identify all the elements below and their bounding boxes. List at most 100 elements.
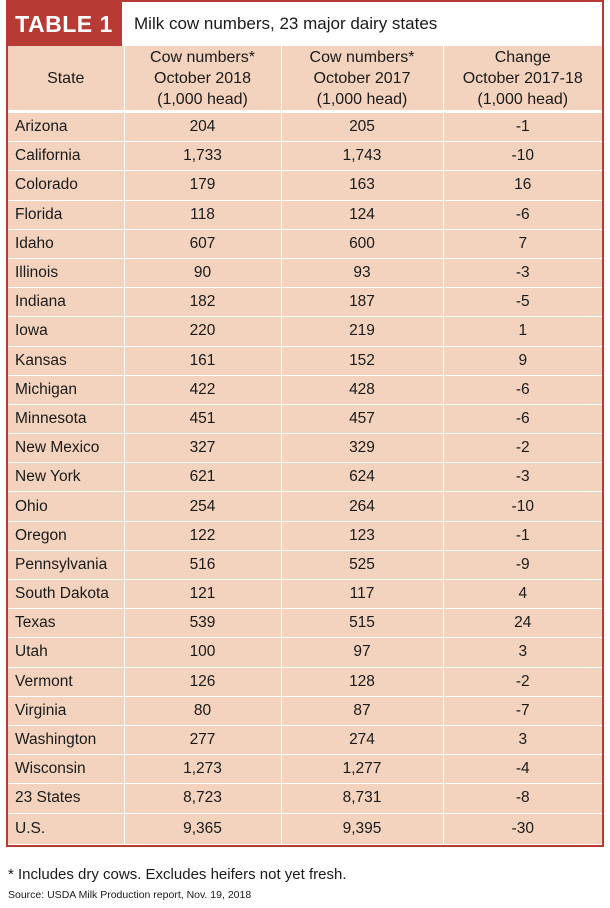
table-row: Michigan 422 428 -6 xyxy=(8,375,602,405)
state-cell: Idaho xyxy=(8,229,124,259)
table-row: Iowa 220 219 1 xyxy=(8,316,602,347)
state-cell: Florida xyxy=(8,200,124,230)
october-2018-cell: 277 xyxy=(123,725,281,756)
table-body: Arizona 204 205 -1 California 1,733 1,743 -10 Co… xyxy=(8,111,602,845)
october-2017-cell: 274 xyxy=(280,725,443,756)
state-cell: Michigan xyxy=(8,375,124,405)
october-2018-cell: 327 xyxy=(123,433,281,464)
title-bar: TABLE 1 Milk cow numbers, 23 major dairy… xyxy=(6,0,604,46)
change-cell: -4 xyxy=(442,754,602,785)
table-row: Colorado 179 163 16 xyxy=(8,170,602,201)
october-2018-cell: 179 xyxy=(123,170,281,201)
october-2018-cell: 1,273 xyxy=(123,754,281,785)
october-2017-cell: 152 xyxy=(280,346,443,376)
table-label: TABLE 1 xyxy=(6,2,122,46)
state-cell: New Mexico xyxy=(8,433,124,464)
october-2018-cell: 126 xyxy=(123,667,281,697)
october-2017-cell: 219 xyxy=(280,316,443,347)
change-cell: -10 xyxy=(442,491,602,522)
table-row: Oregon 122 123 -1 xyxy=(8,521,602,551)
october-2018-cell: 621 xyxy=(123,462,281,493)
change-cell: -6 xyxy=(442,404,602,435)
table-row: Utah 100 97 3 xyxy=(8,637,602,668)
table-row: Kansas 161 152 9 xyxy=(8,346,602,376)
october-2017-cell: 428 xyxy=(280,375,443,405)
change-cell: -2 xyxy=(442,667,602,697)
state-cell: Utah xyxy=(8,637,124,668)
table-container: State Cow numbers* October 2018 (1,000 head… xyxy=(6,46,604,847)
october-2017-cell: 117 xyxy=(280,579,443,610)
change-cell: -6 xyxy=(442,200,602,230)
table-row: Virginia 80 87 -7 xyxy=(8,696,602,726)
october-2017-cell: 264 xyxy=(280,491,443,522)
change-cell: 3 xyxy=(442,637,602,668)
state-cell: Texas xyxy=(8,608,124,639)
header-line: (1,000 head) xyxy=(157,90,248,108)
change-cell: 1 xyxy=(442,316,602,347)
change-cell: 24 xyxy=(442,608,602,639)
header-line: (1,000 head) xyxy=(477,90,569,108)
state-cell: Wisconsin xyxy=(8,754,124,785)
change-cell: -30 xyxy=(442,813,602,845)
october-2018-cell: 9,365 xyxy=(123,813,281,845)
october-2017-cell: 128 xyxy=(280,667,443,697)
october-2017-cell: 329 xyxy=(280,433,443,464)
state-cell: Arizona xyxy=(8,111,124,143)
state-cell: Ohio xyxy=(8,491,124,522)
october-2017-cell: 163 xyxy=(280,170,443,201)
header-change: Change October 2017-18 (1,000 head) xyxy=(442,46,602,113)
header-line: Change xyxy=(494,48,551,66)
table-row: South Dakota 121 117 4 xyxy=(8,579,602,610)
state-cell: South Dakota xyxy=(8,579,124,610)
october-2018-cell: 539 xyxy=(123,608,281,639)
change-cell: -3 xyxy=(442,462,602,493)
change-cell: 16 xyxy=(442,170,602,201)
change-cell: -1 xyxy=(442,521,602,551)
header-line: October 2017 xyxy=(313,69,411,87)
table-row: Ohio 254 264 -10 xyxy=(8,491,602,522)
header-line: State xyxy=(47,69,85,87)
header-line: Cow numbers* xyxy=(150,48,255,66)
header-october-2018: Cow numbers* October 2018 (1,000 head) xyxy=(123,46,281,113)
state-cell: Indiana xyxy=(8,287,124,318)
header-october-2017: Cow numbers* October 2017 (1,000 head) xyxy=(280,46,443,113)
state-cell: 23 States xyxy=(8,783,124,814)
october-2017-cell: 123 xyxy=(280,521,443,551)
october-2018-cell: 8,723 xyxy=(123,783,281,814)
october-2017-cell: 1,743 xyxy=(280,141,443,172)
october-2018-cell: 451 xyxy=(123,404,281,435)
state-cell: Kansas xyxy=(8,346,124,376)
october-2017-cell: 187 xyxy=(280,287,443,318)
october-2018-cell: 80 xyxy=(123,696,281,726)
table-row: California 1,733 1,743 -10 xyxy=(8,141,602,172)
table-row: Indiana 182 187 -5 xyxy=(8,287,602,318)
october-2017-cell: 9,395 xyxy=(280,813,443,845)
october-2018-cell: 220 xyxy=(123,316,281,347)
october-2017-cell: 8,731 xyxy=(280,783,443,814)
state-cell: Iowa xyxy=(8,316,124,347)
table-row: Wisconsin 1,273 1,277 -4 xyxy=(8,754,602,785)
state-cell: California xyxy=(8,141,124,172)
state-cell: Vermont xyxy=(8,667,124,697)
state-cell: Washington xyxy=(8,725,124,756)
october-2017-cell: 87 xyxy=(280,696,443,726)
state-cell: Illinois xyxy=(8,258,124,289)
header-line: October 2017-18 xyxy=(462,69,583,87)
table-caption: Milk cow numbers, 23 major dairy states xyxy=(134,14,438,33)
october-2017-cell: 624 xyxy=(280,462,443,493)
state-cell: Virginia xyxy=(8,696,124,726)
october-2018-cell: 254 xyxy=(123,491,281,522)
october-2018-cell: 118 xyxy=(123,200,281,230)
october-2018-cell: 516 xyxy=(123,550,281,581)
october-2018-cell: 422 xyxy=(123,375,281,405)
october-2018-cell: 1,733 xyxy=(123,141,281,172)
data-table: State Cow numbers* October 2018 (1,000 head… xyxy=(8,46,602,845)
header-line: October 2018 xyxy=(154,69,251,87)
october-2018-cell: 161 xyxy=(123,346,281,376)
state-cell: Colorado xyxy=(8,170,124,201)
change-cell: -6 xyxy=(442,375,602,405)
change-cell: -10 xyxy=(442,141,602,172)
table-figure: TABLE 1 Milk cow numbers, 23 major dairy… xyxy=(6,0,604,847)
state-cell: New York xyxy=(8,462,124,493)
october-2017-cell: 515 xyxy=(280,608,443,639)
